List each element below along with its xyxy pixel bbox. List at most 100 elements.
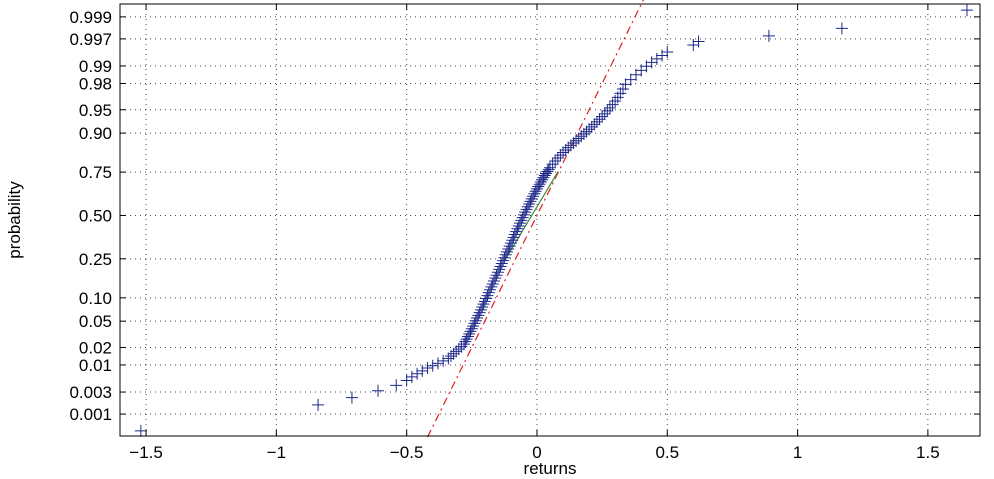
data-point (567, 137, 580, 150)
x-tick-label: 1.5 (916, 443, 940, 462)
grid (120, 4, 980, 436)
y-tick-label: 0.99 (79, 57, 112, 76)
data-point (512, 219, 525, 232)
data-point (507, 231, 520, 244)
data-point (501, 245, 513, 258)
data-point (477, 298, 490, 311)
data-point (472, 309, 485, 322)
data-point (421, 362, 434, 375)
data-point (583, 123, 596, 136)
data-point (516, 211, 529, 224)
data-point (557, 146, 570, 159)
data-point (546, 158, 559, 171)
data-point (494, 260, 507, 273)
data-point (510, 225, 523, 238)
data-point (476, 300, 489, 313)
data-point (471, 312, 484, 325)
data-point (506, 234, 519, 247)
data-point (562, 141, 575, 154)
fit-segment (505, 171, 559, 260)
data-point (426, 359, 439, 372)
x-tick-label: −0.5 (390, 443, 424, 462)
data-point (431, 357, 444, 370)
data-point (762, 29, 775, 42)
data-point (525, 192, 538, 205)
y-tick-label: 0.75 (79, 163, 112, 182)
y-tick-label: 0.90 (79, 124, 112, 143)
data-point (564, 139, 577, 152)
y-tick-label: 0.01 (79, 356, 112, 375)
data-point (835, 22, 848, 35)
data-point (590, 115, 603, 128)
y-tick-label: 0.05 (79, 312, 112, 331)
data-point (687, 39, 700, 52)
data-point (528, 187, 541, 200)
data-point (650, 52, 663, 65)
y-axis-ticks: 0.001 0.003 0.010.02 0.05 0.10 0.25 0.50 0.75 0.… (69, 8, 980, 424)
y-tick-label: 0.50 (79, 206, 112, 225)
data-point (572, 132, 585, 145)
data-point (481, 289, 494, 302)
data-point (601, 104, 614, 117)
data-point (444, 350, 457, 363)
data-point (527, 190, 540, 203)
data-point (588, 118, 601, 131)
y-tick-label: 0.997 (69, 30, 112, 49)
data-point (504, 237, 517, 250)
data-point (596, 110, 609, 123)
data-point (312, 398, 325, 411)
data-point (493, 263, 506, 276)
y-tick-label: 0.10 (79, 289, 112, 308)
data-point (502, 242, 515, 255)
y-tick-label: 0.02 (79, 338, 112, 357)
data-point (482, 286, 495, 299)
data-point (473, 306, 486, 319)
x-axis-label: returns (524, 459, 577, 478)
y-tick-label: 0.001 (69, 405, 112, 424)
data-point (484, 283, 497, 296)
y-tick-label: 0.98 (79, 74, 112, 93)
data-markers (134, 4, 973, 437)
data-point (442, 352, 455, 365)
data-point (577, 127, 590, 140)
data-point (459, 335, 472, 348)
data-point (585, 120, 598, 133)
reference-line (426, 0, 644, 438)
x-tick-label: 0.5 (655, 443, 679, 462)
data-point (489, 272, 502, 285)
data-point (498, 251, 511, 264)
reference-line-layer (426, 0, 644, 438)
y-tick-label: 0.95 (79, 101, 112, 120)
x-axis-ticks: −1.5 −1 −0.5 0 0.5 1 1.5 (129, 4, 940, 462)
data-point (467, 320, 480, 333)
data-point (437, 354, 450, 367)
data-point (656, 49, 669, 62)
data-point (521, 200, 534, 213)
data-point (490, 269, 503, 282)
data-point (616, 82, 629, 95)
data-point (372, 384, 384, 397)
data-point (480, 292, 493, 305)
x-tick-label: 0 (532, 443, 541, 462)
data-point (960, 4, 973, 17)
data-point (514, 217, 527, 230)
data-point (529, 185, 542, 198)
x-tick-label: −1.5 (129, 443, 163, 462)
data-point (570, 134, 583, 147)
data-point (474, 303, 487, 316)
data-point (400, 374, 413, 387)
data-point (486, 277, 499, 290)
data-point (598, 107, 611, 120)
data-point (390, 379, 403, 392)
data-point (508, 228, 521, 241)
y-tick-label: 0.999 (69, 8, 112, 27)
data-point (345, 391, 358, 404)
data-point (692, 35, 705, 48)
data-point (551, 151, 564, 164)
data-point (624, 73, 637, 86)
data-point (554, 149, 567, 162)
data-point (461, 330, 474, 343)
data-point (416, 364, 429, 377)
data-point (515, 214, 528, 227)
